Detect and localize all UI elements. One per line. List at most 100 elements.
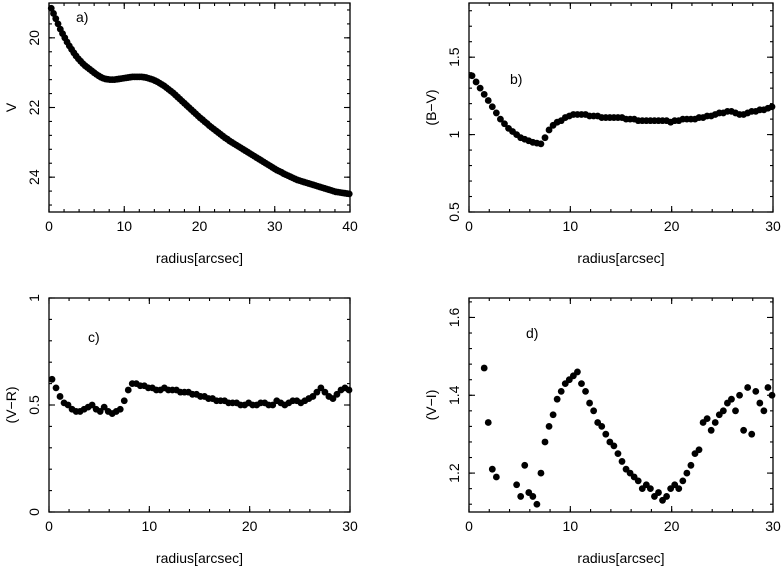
data-point: [476, 84, 484, 92]
data-point: [96, 408, 104, 415]
data-point: [54, 20, 62, 28]
y-tick-label: 20: [26, 30, 42, 46]
data-point: [768, 391, 776, 399]
data-point: [484, 419, 492, 426]
y-tick-label: 0.5: [446, 202, 462, 222]
data-point: [740, 426, 748, 434]
x-tick-label: 20: [664, 518, 680, 534]
y-tick-label: 1.6: [446, 308, 462, 328]
data-point: [52, 15, 60, 23]
y-axis-label: V: [3, 102, 19, 112]
data-point: [48, 375, 56, 383]
panel-a-scatter: 0 10 20 30 40 20 22 24 radius[arcsec] Va): [3, 2, 358, 266]
data-point: [703, 415, 711, 423]
data-point: [557, 387, 565, 395]
y-tick-label: 1: [446, 130, 462, 138]
y-axis-label: (V−R): [3, 387, 19, 424]
y-tick-label: 1.2: [446, 463, 462, 483]
panel-d-scatter: 0 10 20 30 1.2 1.4 1.6 radius[arcsec] (V−I) d): [423, 297, 781, 566]
x-axis-label: radius[arcsec]: [156, 550, 243, 566]
data-point: [728, 395, 735, 403]
panel-label: b): [510, 71, 522, 87]
data-point: [517, 493, 525, 500]
data-point: [602, 430, 610, 438]
panel-label: a): [76, 9, 88, 25]
data-point: [748, 430, 756, 438]
x-tick-label: 30: [765, 518, 781, 534]
data-point: [574, 368, 581, 376]
plot-frame: [468, 2, 774, 213]
y-tick-label: 1.4: [446, 385, 462, 405]
data-point: [269, 401, 277, 409]
data-point: [501, 120, 508, 128]
x-axis-label: radius[arcsec]: [577, 250, 664, 266]
x-axis-label: radius[arcsec]: [577, 550, 664, 566]
data-point: [687, 461, 695, 469]
data-point: [541, 438, 549, 446]
panel-label: d): [526, 325, 538, 341]
data-point: [100, 403, 108, 411]
data-point: [124, 386, 132, 394]
x-tick-label: 10: [142, 518, 158, 534]
data-point: [529, 493, 537, 500]
data-point: [695, 446, 703, 454]
data-point: [541, 134, 549, 142]
data-point: [711, 419, 719, 426]
x-tick-label: 0: [465, 218, 473, 234]
data-point: [634, 477, 642, 485]
y-tick-label: 1.5: [446, 47, 462, 67]
data-point: [50, 10, 57, 17]
x-tick-label: 40: [342, 218, 358, 234]
data-point: [732, 407, 739, 415]
y-tick-label: 0: [26, 508, 42, 516]
data-point: [309, 393, 317, 400]
y-tick-label: 24: [26, 169, 42, 185]
data-point: [756, 399, 764, 407]
x-tick-label: 10: [563, 218, 579, 234]
x-tick-label: 20: [242, 518, 258, 534]
data-point: [744, 384, 752, 391]
data-point: [64, 401, 72, 409]
panel-b-scatter: 0 10 20 30 0.5 1 1.5 radius[arcsec] (B−V) b): [423, 2, 781, 266]
data-point: [578, 380, 585, 387]
data-point: [768, 103, 776, 111]
data-point: [586, 399, 593, 407]
data-point: [707, 426, 715, 434]
data-point: [480, 90, 488, 98]
data-point: [545, 126, 553, 134]
data-point: [329, 395, 337, 402]
panel-label: c): [88, 329, 100, 345]
x-tick-label: 0: [465, 518, 473, 534]
data-point: [646, 485, 654, 493]
data-point: [317, 384, 325, 392]
data-point: [120, 397, 128, 405]
y-axis-label: (V−I): [423, 390, 439, 421]
data-point: [345, 190, 353, 198]
data-point: [513, 481, 521, 489]
data-point: [56, 393, 64, 400]
x-tick-label: 10: [116, 218, 132, 234]
y-axis-label: (B−V): [423, 89, 439, 125]
data-point: [484, 97, 492, 104]
data-point: [764, 384, 772, 391]
data-point: [521, 461, 529, 469]
x-tick-label: 20: [192, 218, 208, 234]
y-tick-label: 22: [26, 100, 42, 116]
data-point: [492, 109, 500, 117]
x-tick-label: 30: [342, 518, 358, 534]
data-point: [116, 405, 124, 413]
data-point: [480, 364, 488, 372]
data-point: [497, 115, 504, 123]
data-point: [655, 489, 662, 496]
data-point: [736, 391, 743, 399]
data-point: [610, 442, 618, 450]
data-point: [582, 387, 589, 395]
data-point: [88, 401, 96, 409]
data-point: [492, 473, 500, 481]
data-point: [618, 458, 626, 465]
x-tick-label: 10: [563, 518, 579, 534]
data-point: [614, 450, 622, 458]
x-tick-label: 0: [45, 518, 53, 534]
data-point: [313, 388, 321, 396]
x-axis-label: radius[arcsec]: [156, 250, 243, 266]
